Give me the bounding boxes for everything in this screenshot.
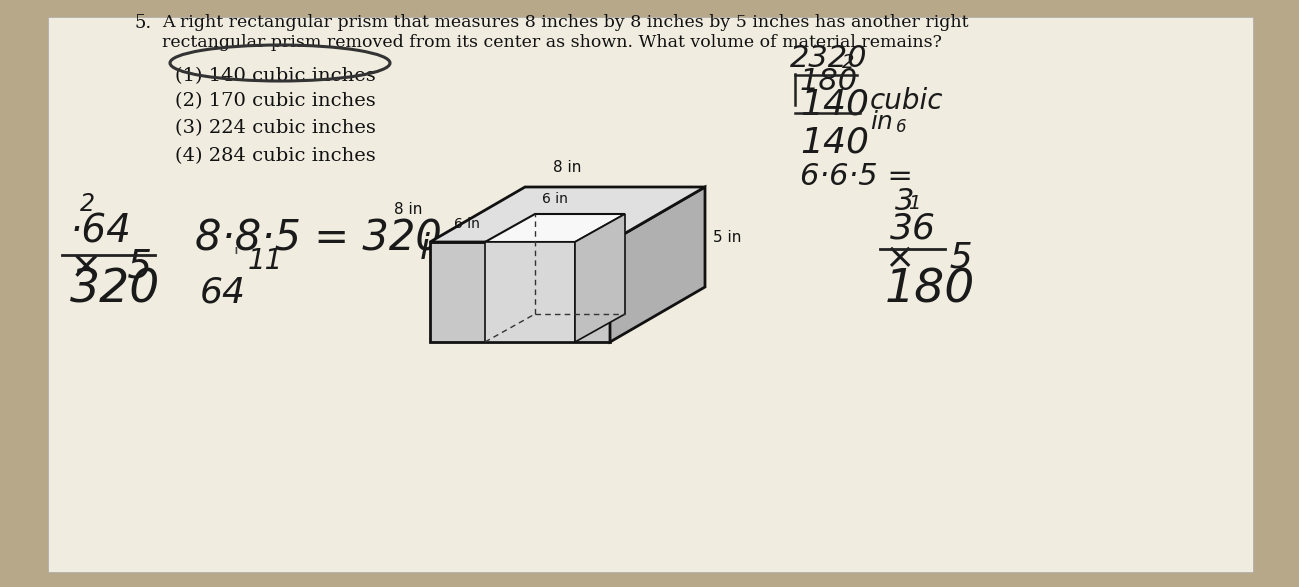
Text: (4) 284 cubic inches: (4) 284 cubic inches	[175, 147, 375, 165]
Polygon shape	[430, 187, 705, 242]
Text: 8 in: 8 in	[394, 202, 422, 217]
Text: 180: 180	[885, 267, 976, 312]
Text: rectangular prism removed from its center as shown. What volume of material rema: rectangular prism removed from its cente…	[162, 34, 942, 51]
Text: (1) 140 cubic inches: (1) 140 cubic inches	[175, 67, 375, 85]
Text: in: in	[420, 232, 453, 266]
Text: 8 in: 8 in	[553, 160, 581, 175]
Text: ×   5: × 5	[885, 240, 973, 274]
Text: cubic: cubic	[870, 87, 943, 115]
Text: 140: 140	[800, 87, 869, 121]
Polygon shape	[575, 214, 625, 342]
Text: ×  5: × 5	[70, 247, 152, 285]
Text: A right rectangular prism that measures 8 inches by 8 inches by 5 inches has ano: A right rectangular prism that measures …	[162, 14, 969, 31]
Polygon shape	[485, 242, 575, 342]
Text: 8·8·5 = 320: 8·8·5 = 320	[195, 217, 442, 259]
Text: 6: 6	[896, 118, 907, 136]
Text: 320: 320	[70, 267, 160, 312]
Text: 6 in: 6 in	[542, 192, 568, 206]
Text: ˈ: ˈ	[233, 247, 239, 271]
Polygon shape	[430, 242, 611, 342]
Text: (3) 224 cubic inches: (3) 224 cubic inches	[175, 119, 375, 137]
Text: 5.: 5.	[135, 14, 152, 32]
Text: 3: 3	[895, 187, 914, 216]
Polygon shape	[485, 214, 625, 242]
Text: 11: 11	[248, 247, 283, 275]
Text: 140: 140	[800, 125, 869, 159]
Text: 3: 3	[452, 242, 468, 266]
Text: in: in	[870, 110, 892, 134]
Text: 5 in: 5 in	[713, 230, 742, 245]
Text: 2: 2	[842, 53, 855, 72]
Text: 1: 1	[908, 194, 921, 213]
Text: 36: 36	[890, 211, 937, 245]
Text: 180: 180	[800, 67, 859, 96]
Text: 2320: 2320	[790, 44, 868, 73]
Text: (2) 170 cubic inches: (2) 170 cubic inches	[175, 92, 375, 110]
Text: 64: 64	[200, 275, 246, 309]
Polygon shape	[611, 187, 705, 342]
Text: 6·6·5 =: 6·6·5 =	[800, 162, 913, 191]
FancyBboxPatch shape	[48, 17, 1254, 572]
Text: 2: 2	[81, 192, 95, 216]
Text: 6 in: 6 in	[455, 217, 481, 231]
Text: ·64: ·64	[70, 212, 132, 250]
